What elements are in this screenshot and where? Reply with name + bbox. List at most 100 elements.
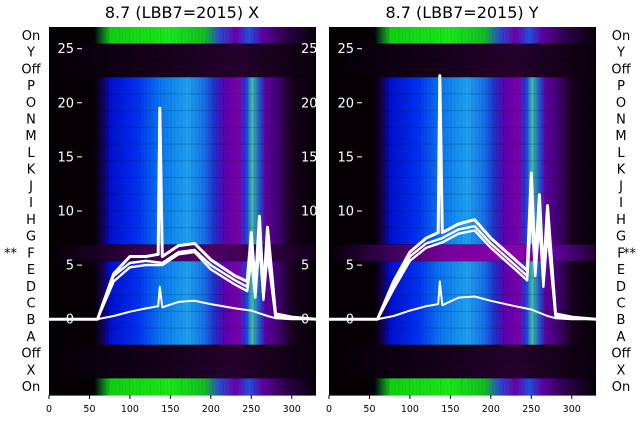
row-label-off: Off bbox=[21, 347, 41, 362]
heatmap-texture bbox=[523, 27, 525, 395]
heatmap-texture bbox=[132, 27, 134, 395]
y-tick-label-overflow: 20 bbox=[301, 96, 318, 111]
heatmap-row-o-4 bbox=[49, 93, 316, 112]
heatmap-row-x-20 bbox=[329, 361, 596, 379]
heatmap-texture bbox=[426, 27, 428, 395]
y-tick-label: 15 bbox=[57, 150, 74, 165]
row-label-p: P bbox=[617, 79, 625, 94]
x-tick-label: 100 bbox=[121, 404, 139, 415]
heatmap-texture bbox=[142, 27, 144, 395]
heatmap-texture bbox=[488, 27, 490, 395]
row-label-n: N bbox=[616, 113, 626, 128]
heatmap-texture bbox=[191, 27, 193, 395]
heatmap-texture bbox=[387, 27, 389, 395]
heatmap-texture bbox=[534, 27, 536, 395]
heatmap-texture bbox=[121, 27, 123, 395]
row-label-on: On bbox=[22, 380, 40, 395]
heatmap-row-p-3 bbox=[49, 77, 316, 95]
x-tick-label: 150 bbox=[441, 404, 459, 415]
heatmap-texture bbox=[188, 27, 190, 395]
row-label-b: B bbox=[617, 313, 626, 328]
row-label-g: G bbox=[26, 230, 36, 245]
heatmap-texture bbox=[243, 27, 245, 395]
series-line-4 bbox=[49, 285, 316, 321]
heatmap-texture bbox=[419, 27, 421, 395]
heatmap-row-on-21 bbox=[49, 378, 316, 396]
heatmap-texture bbox=[250, 27, 252, 395]
row-label-y: Y bbox=[26, 46, 35, 61]
heatmap-texture bbox=[139, 27, 141, 395]
heatmap-row-off-19 bbox=[329, 344, 596, 363]
heatmap-texture bbox=[492, 27, 494, 395]
heatmap-texture bbox=[170, 27, 172, 395]
heatmap-texture bbox=[240, 27, 242, 395]
heatmap-texture bbox=[163, 27, 165, 395]
x-tick-label: 50 bbox=[363, 404, 375, 415]
series-line-3 bbox=[49, 242, 316, 321]
row-label-off: Off bbox=[611, 62, 631, 77]
series-line-3 bbox=[329, 209, 596, 321]
heatmap-texture bbox=[205, 27, 207, 395]
heatmap-texture bbox=[474, 27, 476, 395]
heatmap-texture bbox=[461, 27, 463, 395]
x-tick-label: 250 bbox=[522, 404, 540, 415]
heatmap-texture bbox=[233, 27, 235, 395]
x-tick-label: 200 bbox=[482, 404, 500, 415]
heatmap-row-i-10 bbox=[49, 194, 316, 212]
heatmap-texture bbox=[485, 27, 487, 395]
row-label-b: B bbox=[27, 313, 36, 328]
heatmap-texture bbox=[401, 27, 403, 395]
row-label-c: C bbox=[616, 297, 625, 312]
heatmap-row-m-6 bbox=[329, 127, 596, 145]
heatmap-texture bbox=[302, 27, 304, 395]
heatmap-texture bbox=[184, 27, 186, 395]
heatmap-texture bbox=[412, 27, 414, 395]
heatmap-texture bbox=[278, 27, 280, 395]
heatmap-texture bbox=[295, 27, 297, 395]
y-tick-label-right: 25 bbox=[596, 42, 613, 57]
row-label-off: Off bbox=[611, 347, 631, 362]
y-tick-label-overflow: 15 bbox=[301, 150, 318, 165]
row-label-g: G bbox=[616, 230, 626, 245]
heatmap-texture bbox=[146, 27, 148, 395]
y-tick-label-right: 0 bbox=[596, 313, 604, 328]
chart-title: 8.7 (LBB7=2015) Y bbox=[385, 3, 538, 22]
heatmap-row-o-4 bbox=[329, 93, 596, 112]
heatmap-texture bbox=[454, 27, 456, 395]
y-tick-label-right: 20 bbox=[596, 96, 613, 111]
heatmap-texture bbox=[257, 27, 259, 395]
heatmap-row-off-19 bbox=[49, 344, 316, 363]
heatmap-row-y-1 bbox=[49, 43, 316, 62]
heatmap-row-off-2 bbox=[329, 60, 596, 78]
row-label-d: D bbox=[26, 280, 36, 295]
heatmap-texture bbox=[520, 27, 522, 395]
heatmap-texture bbox=[177, 27, 179, 395]
y-tick-label-right: 5 bbox=[596, 259, 604, 274]
heatmap-texture bbox=[299, 27, 301, 395]
heatmap-texture bbox=[468, 27, 470, 395]
row-label-e: E bbox=[617, 263, 625, 278]
y-tick-label-overflow: 5 bbox=[301, 259, 309, 274]
heatmap-row-j-9 bbox=[49, 177, 316, 195]
heatmap-texture bbox=[433, 27, 435, 395]
heatmap-texture bbox=[271, 27, 273, 395]
x-tick-label: 300 bbox=[563, 404, 581, 415]
heatmap-texture bbox=[125, 27, 127, 395]
heatmap-row-a-18 bbox=[329, 328, 596, 346]
heatmap-texture bbox=[391, 27, 393, 395]
heatmap-row-l-7 bbox=[329, 144, 596, 162]
chart-panel-2: 8.7 (LBB7=2015) YOnYOffPONMLKJIHGF**EDCB… bbox=[326, 3, 637, 415]
heatmap-row-y-1 bbox=[329, 43, 596, 62]
heatmap-texture bbox=[405, 27, 407, 395]
heatmap-texture bbox=[222, 27, 224, 395]
chart-panel-1: 8.7 (LBB7=2015) XOnYOffPONMLKJIHGF**EDCB… bbox=[4, 3, 333, 415]
heatmap-row-p-3 bbox=[329, 77, 596, 95]
row-label-o: O bbox=[616, 96, 626, 111]
x-tick-label: 50 bbox=[83, 404, 95, 415]
row-label-a: A bbox=[617, 330, 626, 345]
row-label-x: X bbox=[27, 363, 36, 378]
row-label-l: L bbox=[617, 146, 625, 161]
heatmap-texture bbox=[181, 27, 183, 395]
heatmap-texture bbox=[478, 27, 480, 395]
